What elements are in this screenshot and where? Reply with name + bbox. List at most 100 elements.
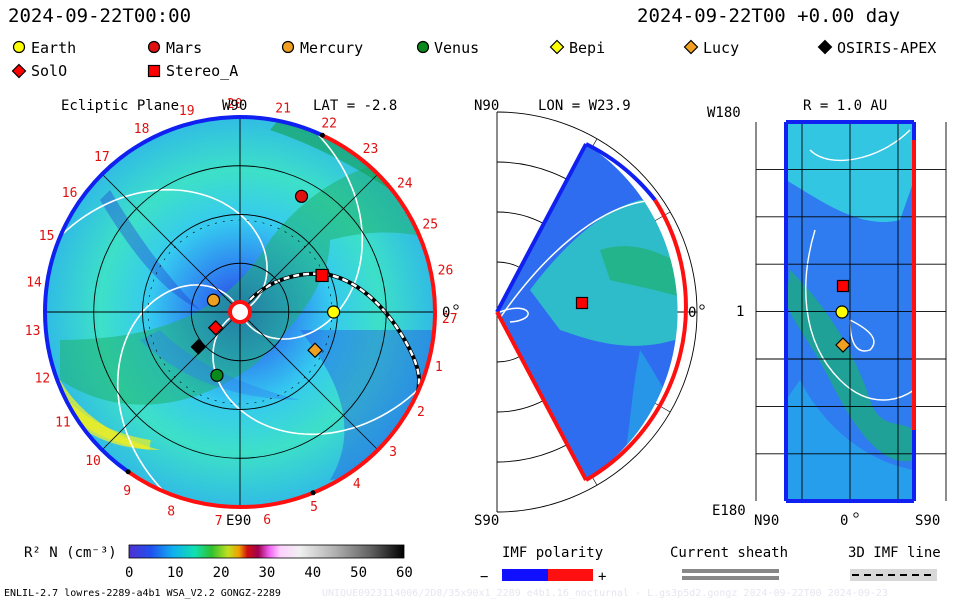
density-mid-arm: [140, 330, 300, 400]
radial-title: R = 1.0 AU: [803, 98, 887, 114]
carrington-tick-label: 10: [85, 454, 101, 469]
radial-body-earth: [835, 305, 849, 319]
field-line: [45, 188, 268, 307]
carrington-tick-label: 20: [227, 97, 243, 112]
carrington-tick-label: 6: [263, 513, 271, 528]
imf-polarity-label: IMF polarity: [502, 545, 603, 561]
legend-label-stereo: Stereo_A: [166, 62, 239, 80]
polarity-rim-neg-west: [43, 311, 130, 474]
radial-top-label: W180: [707, 105, 741, 121]
carrington-tick-label: 15: [39, 229, 55, 244]
radial-field-line: [805, 229, 914, 401]
carrington-tick-label: 25: [422, 218, 438, 233]
colorbar-tick: 20: [213, 565, 230, 581]
field-line: [245, 117, 364, 340]
polarity-rim-neg-north: [43, 115, 324, 313]
meridional-rim-north: [495, 143, 588, 313]
sheath-crossing: [319, 132, 325, 138]
imf-line-3d-dash: [249, 272, 421, 393]
carrington-tick-label: 7: [215, 514, 223, 529]
legend-marker-lucy: [683, 39, 699, 55]
carrington-tick-label: 9: [123, 484, 131, 499]
density-low-arm: [100, 190, 200, 310]
radial-x-label-n90: N90: [754, 513, 779, 529]
degree-symbol: [453, 304, 459, 310]
meridional-bottom-label: S90: [474, 513, 499, 529]
carrington-tick-label: 23: [363, 142, 379, 157]
carrington-tick-label: 3: [389, 445, 397, 460]
footer-faint-text: UNIQUE0923114006/2D8/35x90x1_2289 e4b1.1…: [322, 588, 888, 599]
meridional-lon: LON = W23.9: [538, 98, 631, 114]
meridional-top-label: N90: [474, 98, 499, 114]
sheath-crossing: [310, 490, 316, 496]
legend-marker-osirisapex: [817, 39, 833, 55]
carrington-tick-label: 2: [417, 405, 425, 420]
legend-label-osiris: OSIRIS-APEX: [837, 39, 937, 57]
carrington-tick-label: 12: [35, 372, 51, 387]
ecliptic-body-mars: [294, 189, 309, 203]
legend-marker-mercury: [281, 40, 295, 54]
meridional-rim-arc-neg: [585, 142, 657, 202]
ecliptic-body-earth: [327, 305, 341, 319]
time-right: 2024-09-22T00 +0.00 day: [637, 5, 901, 27]
ecliptic-plane-panel: [45, 117, 435, 507]
ecliptic-body-lucy: [307, 342, 323, 359]
ecliptic-right-label: 0: [442, 305, 450, 321]
legend-label-solo: SolO: [31, 62, 68, 80]
radial-left-label: 1: [736, 304, 744, 320]
radial-x-label-s90: S90: [915, 513, 940, 529]
colorbar-tick: 40: [304, 565, 321, 581]
legend-label-earth: Earth: [31, 39, 77, 57]
carrington-tick-label: 24: [397, 176, 413, 191]
legend-marker-mars: [147, 40, 161, 54]
radial-body-lucy: [835, 337, 851, 353]
imf-polarity-neg-swatch: [502, 569, 548, 581]
meridional-rim-south: [495, 311, 588, 481]
polarity-rim-pos-south: [127, 470, 314, 509]
imf-line-label: 3D IMF line: [848, 545, 941, 561]
radial-bottom-label: E180: [712, 503, 746, 519]
carrington-tick-label: 19: [179, 104, 195, 119]
radial-density-south: [786, 380, 914, 501]
carrington-tick-label: 16: [62, 186, 78, 201]
ecliptic-title: Ecliptic Plane: [61, 98, 179, 114]
carrington-tick-label: 4: [353, 477, 361, 492]
radial-field-line: [809, 129, 911, 162]
meridional-rim-arc-pos: [584, 198, 688, 482]
radial-field-line: [849, 319, 875, 352]
radial-x-label-zero: 0: [840, 513, 848, 529]
time-left: 2024-09-22T00:00: [8, 5, 192, 27]
meridional-panel: [497, 144, 678, 480]
ecliptic-bottom-label: E90: [226, 513, 251, 529]
legend-label-mars: Mars: [166, 39, 203, 57]
carrington-tick-label: 18: [134, 122, 150, 137]
legend-label-mercury: Mercury: [300, 39, 364, 57]
carrington-tick-label: 14: [26, 276, 42, 291]
legend-label-lucy: Lucy: [703, 39, 740, 57]
polarity-rim-pos-east: [312, 133, 437, 495]
carrington-tick-label: 11: [55, 416, 71, 431]
carrington-tick-label: 1: [435, 360, 443, 375]
ecliptic-body-osiris-apex: [190, 339, 207, 355]
current-sheath-line-2: [682, 576, 779, 580]
meridional-density-high: [600, 246, 678, 300]
carrington-tick-label: 13: [25, 324, 41, 339]
legend-marker-solo: [11, 63, 27, 79]
carrington-tick-label: 26: [438, 264, 454, 279]
carrington-tick-label: 5: [310, 500, 318, 515]
legend-marker-earth: [12, 40, 26, 54]
ecliptic-body-mercury: [206, 293, 221, 307]
sheath-crossing: [125, 469, 131, 475]
legend-marker-venus: [416, 40, 430, 54]
legend-label-venus: Venus: [434, 39, 480, 57]
colorbar-tick: 60: [396, 565, 413, 581]
carrington-tick-label: 27: [442, 312, 458, 327]
ecliptic-body-solo: [207, 319, 224, 336]
degree-symbol: [853, 512, 859, 518]
field-line: [116, 284, 235, 507]
colorbar-tick: 10: [167, 565, 184, 581]
colorbar-tick: 30: [259, 565, 276, 581]
meridional-body-stereo_a: [575, 296, 589, 310]
colorbar-gradient: [128, 544, 405, 559]
